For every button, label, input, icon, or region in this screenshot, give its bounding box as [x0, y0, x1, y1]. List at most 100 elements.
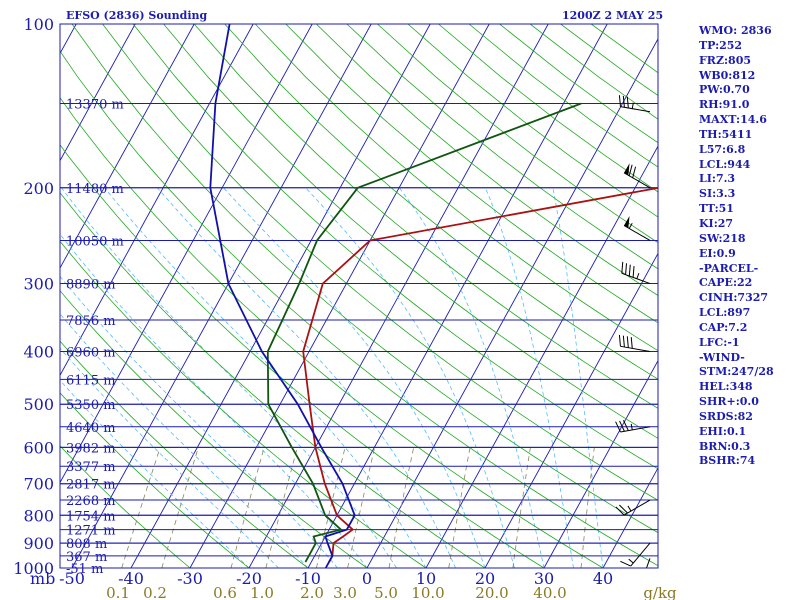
mixing-ratio-line [388, 447, 415, 568]
isotherm [60, 24, 254, 377]
wind-barb-pennant [624, 163, 630, 176]
wind-barb [623, 225, 651, 241]
height-label: 1754 m [66, 509, 116, 524]
isotherm [602, 467, 658, 568]
dry-adiabat [60, 290, 368, 568]
wind-barb [620, 345, 651, 353]
moist-adiabat [552, 187, 604, 568]
mixing-ratio-label: 40.0 [533, 584, 566, 600]
index-item: WMO: 2836 [699, 24, 772, 37]
height-label: 10050 m [66, 234, 124, 249]
temperature-line [302, 187, 658, 563]
wind-barb [630, 542, 651, 567]
index-item: SHR+:0.0 [699, 395, 759, 409]
wind-barb-flag [621, 261, 624, 274]
wind-barb [645, 558, 651, 568]
height-label: 4640 m [66, 421, 116, 436]
pressure-tick-label: 900 [23, 534, 54, 553]
wind-barb [623, 499, 651, 516]
index-item: SW:218 [699, 231, 746, 245]
mixing-ratio-label: 0.2 [143, 584, 167, 600]
index-item: LCL:944 [699, 157, 751, 171]
wind-barb-flag [626, 336, 629, 348]
moist-adiabat [485, 187, 574, 568]
index-item: -PARCEL- [699, 261, 759, 275]
index-item: WB0:812 [699, 68, 756, 82]
pressure-tick-label: 200 [23, 179, 54, 198]
wind-barb-flag [623, 420, 629, 431]
height-label: 3377 m [66, 460, 116, 475]
temperature-tick-label: -30 [177, 569, 203, 588]
wind-barb-flag [632, 166, 637, 178]
index-item: TH:5411 [699, 127, 753, 141]
wind-barb [620, 426, 651, 433]
height-label: 11480 m [66, 182, 124, 197]
isobar-lines [60, 24, 658, 568]
moist-adiabat [104, 187, 427, 568]
index-item: SRDS:82 [699, 409, 753, 423]
temperature-tick-label: 30 [534, 569, 554, 588]
wind-barb-flag [630, 336, 633, 349]
pressure-tick-label: 100 [23, 15, 54, 34]
wind-barb-flag [628, 223, 633, 229]
mixing-ratio-label: 10.0 [411, 584, 444, 600]
height-label: 1271 m [66, 524, 116, 539]
pressure-tick-label: 500 [23, 395, 54, 414]
valid-time: 1200Z 2 MAY 25 [562, 9, 664, 22]
moist-adiabat [305, 187, 515, 568]
wind-barb-flag [628, 264, 631, 277]
wind-barb [620, 106, 651, 113]
pressure-tick-label: 800 [23, 506, 54, 525]
wind-barb-flag [622, 335, 625, 348]
wind-barb-flag [631, 102, 634, 109]
wind-barb-flag [630, 423, 633, 430]
height-label: 5350 m [66, 398, 116, 413]
height-label: 808 m [66, 537, 107, 552]
isotherm [543, 359, 658, 568]
mixing-ratio-lines [121, 447, 595, 568]
temperature-tick-label: 40 [593, 569, 613, 588]
isotherm [0, 24, 17, 568]
index-item: CAPE:22 [699, 276, 753, 290]
temperature-tick-label: -20 [236, 569, 262, 588]
height-label: 6115 m [66, 373, 116, 388]
wind-barb [623, 172, 651, 189]
pressure-tick-label: 300 [23, 275, 54, 294]
mixing-ratio-line [161, 447, 199, 568]
temperature-tick-label: 20 [475, 569, 495, 588]
index-item: -WIND- [699, 350, 745, 364]
mixing-ratio-label: 0.1 [106, 584, 130, 600]
index-item: TP:252 [699, 38, 743, 52]
index-item: L57:6.8 [699, 142, 746, 156]
index-item: CAP:7.2 [699, 320, 748, 334]
isotherm [248, 24, 549, 568]
mixing-ratio-label: 0.6 [213, 584, 237, 600]
dry-adiabat [102, 24, 658, 501]
dry-adiabat [60, 50, 658, 567]
x-unit-label: mb [30, 569, 55, 588]
wind-barb-flag [618, 95, 621, 107]
wind-barb-flag [619, 504, 628, 514]
isotherm [189, 24, 490, 568]
index-item: HEL:348 [699, 380, 753, 394]
index-item: RH:91.0 [699, 98, 750, 112]
height-label: 367 m [66, 550, 107, 565]
height-label: 7856 m [66, 314, 116, 329]
height-label: 3982 m [66, 441, 116, 456]
mixing-ratio-line [512, 447, 531, 568]
mixing-ratio-line [265, 447, 298, 568]
isotherm [366, 37, 658, 568]
isotherm [60, 24, 136, 162]
isotherm [60, 24, 195, 269]
wind-barb-flag [632, 265, 635, 278]
dewpoint-line [266, 102, 582, 563]
wind-barb [621, 272, 651, 285]
plot-frame [59, 23, 659, 569]
index-item: TT:51 [699, 202, 734, 216]
station-title: EFSO (2836) Sounding [66, 9, 208, 22]
index-item: FRZ:805 [699, 53, 752, 67]
mixing-ratio-label: 5.0 [374, 584, 398, 600]
height-label: 2268 m [66, 494, 116, 509]
